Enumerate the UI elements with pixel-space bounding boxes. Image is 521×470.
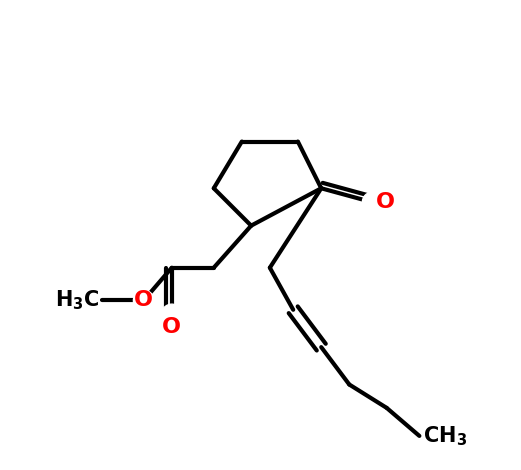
Circle shape [133,290,154,311]
Circle shape [162,304,182,325]
Text: $\mathbf{H_3C}$: $\mathbf{H_3C}$ [55,289,100,312]
Text: $\mathbf{CH_3}$: $\mathbf{CH_3}$ [423,424,467,448]
Text: O: O [134,290,153,310]
Circle shape [362,192,383,212]
Text: O: O [376,192,395,212]
Text: O: O [162,317,181,337]
